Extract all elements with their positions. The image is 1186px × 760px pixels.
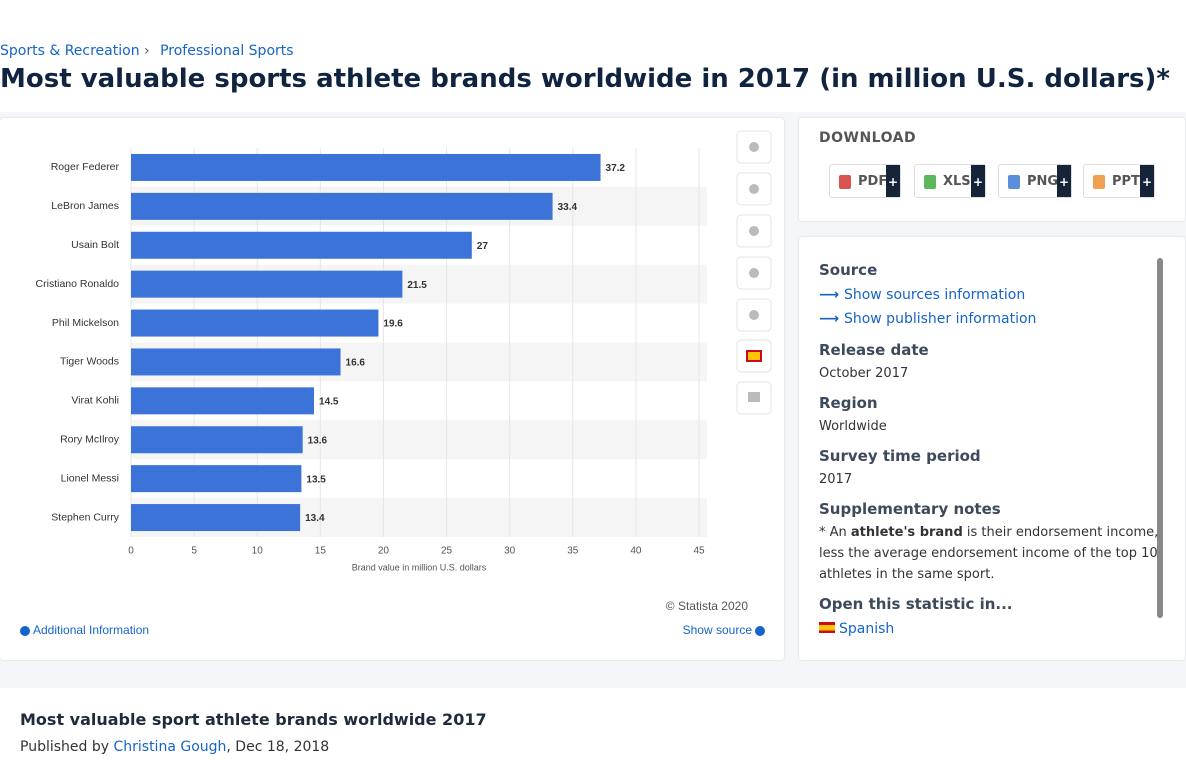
crumb[interactable]: Professional Sports bbox=[160, 43, 294, 59]
x-tick-label: 45 bbox=[693, 546, 705, 557]
crumb[interactable]: Sports & Recreation bbox=[0, 43, 150, 59]
bar bbox=[131, 231, 472, 259]
additional-info[interactable]: Additional Information bbox=[33, 623, 149, 637]
header: Sports & Recreation Professional Sports … bbox=[0, 0, 1186, 112]
note-text: is their endorsement income, less the av… bbox=[819, 525, 1159, 582]
x-axis-label: Brand value in million U.S. dollars bbox=[352, 562, 487, 572]
y-tick-label: Tiger Woods bbox=[60, 356, 119, 368]
bell-icon bbox=[749, 184, 759, 194]
byline: Published by Christina Gough, Dec 18, 20… bbox=[20, 739, 329, 755]
bar bbox=[131, 426, 303, 454]
scrollbar bbox=[1157, 258, 1163, 618]
info-icon bbox=[755, 626, 765, 636]
period-heading: Survey time period bbox=[819, 447, 981, 465]
y-tick-label: Virat Kohli bbox=[71, 395, 119, 407]
star-icon bbox=[749, 142, 759, 152]
value-label: 16.6 bbox=[346, 358, 366, 369]
language-link[interactable]: Spanish bbox=[819, 617, 1165, 641]
y-tick-label: Rory McIlroy bbox=[60, 434, 120, 446]
value-label: 21.5 bbox=[407, 280, 427, 291]
chart: 0 5 10 15 20 25 30 35 40 45 Brand value in million… bbox=[20, 130, 772, 637]
value-label: 37.2 bbox=[606, 163, 626, 174]
y-tick-label: Roger Federer bbox=[51, 161, 120, 173]
date: , Dec 18, 2018 bbox=[226, 739, 330, 755]
bar bbox=[131, 465, 302, 493]
info-card: Source Show sources information Show pub… bbox=[799, 237, 1185, 660]
region-heading: Region bbox=[819, 394, 878, 412]
region: Worldwide bbox=[819, 419, 887, 434]
value-label: 13.6 bbox=[308, 435, 328, 446]
y-tick-label: Lionel Messi bbox=[61, 472, 119, 484]
release-date: October 2017 bbox=[819, 366, 909, 381]
x-tick-label: 20 bbox=[378, 546, 390, 557]
period: 2017 bbox=[819, 472, 853, 487]
flag-icon bbox=[746, 350, 762, 362]
share-icon bbox=[749, 268, 759, 278]
chart-card: 0 5 10 15 20 25 30 35 40 45 Brand value in million… bbox=[0, 118, 784, 660]
x-tick-label: 30 bbox=[504, 546, 516, 557]
bar bbox=[131, 309, 379, 337]
info-icon bbox=[20, 626, 30, 636]
x-tick-label: 35 bbox=[567, 546, 579, 557]
value-label: 13.4 bbox=[305, 513, 325, 524]
release-heading: Release date bbox=[819, 341, 929, 359]
x-tick-label: 25 bbox=[441, 546, 453, 557]
quote-icon bbox=[749, 310, 759, 320]
bar bbox=[131, 504, 301, 532]
source-link[interactable]: Show sources information bbox=[819, 283, 1165, 307]
show-source[interactable]: Show source bbox=[683, 623, 753, 637]
note-text: * An bbox=[819, 525, 851, 540]
y-tick-label: Usain Bolt bbox=[71, 239, 119, 251]
download-png[interactable]: PNG bbox=[998, 164, 1072, 198]
published-by: Published by bbox=[20, 739, 110, 755]
notes: * An athlete's brand is their endorsemen… bbox=[819, 522, 1165, 585]
x-tick-label: 40 bbox=[630, 546, 642, 557]
value-label: 33.4 bbox=[558, 202, 578, 213]
credit: © Statista 2020 bbox=[666, 599, 749, 613]
print-icon bbox=[748, 392, 760, 402]
value-label: 14.5 bbox=[319, 396, 339, 407]
publisher-link[interactable]: Show publisher information bbox=[819, 307, 1165, 331]
download-ppt[interactable]: PPT bbox=[1083, 164, 1155, 198]
y-tick-label: Stephen Curry bbox=[51, 511, 119, 523]
footer: Most valuable sport athlete brands world… bbox=[0, 688, 1186, 760]
download-card: DOWNLOAD PDF XLS PNG PPT bbox=[799, 118, 1185, 221]
x-tick-label: 15 bbox=[315, 546, 327, 557]
download-xls[interactable]: XLS bbox=[914, 164, 986, 198]
y-tick-label: Phil Mickelson bbox=[52, 317, 119, 329]
footer-title: Most valuable sport athlete brands world… bbox=[20, 710, 487, 729]
y-tick-label: Cristiano Ronaldo bbox=[36, 278, 120, 290]
breadcrumb: Sports & Recreation Professional Sports bbox=[0, 43, 300, 59]
value-label: 13.5 bbox=[306, 474, 326, 485]
author[interactable]: Christina Gough bbox=[113, 739, 227, 755]
open-heading: Open this statistic in... bbox=[819, 595, 1013, 613]
toolbar bbox=[736, 130, 772, 415]
source-heading: Source bbox=[819, 261, 878, 279]
y-tick-label: LeBron James bbox=[51, 200, 119, 212]
bar bbox=[131, 270, 403, 298]
value-label: 19.6 bbox=[383, 319, 403, 330]
note-term: athlete's brand bbox=[850, 525, 963, 540]
bar bbox=[131, 387, 315, 415]
notes-heading: Supplementary notes bbox=[819, 500, 1001, 518]
x-tick-label: 0 bbox=[128, 546, 134, 557]
page-title: Most valuable sports athlete brands worl… bbox=[0, 64, 1170, 94]
download-pdf[interactable]: PDF bbox=[829, 164, 901, 198]
gear-icon bbox=[749, 226, 759, 236]
value-label: 27 bbox=[477, 241, 489, 252]
x-tick-label: 10 bbox=[252, 546, 264, 557]
bar bbox=[131, 192, 553, 220]
bar bbox=[131, 348, 341, 376]
bar bbox=[131, 153, 601, 181]
x-tick-label: 5 bbox=[191, 546, 197, 557]
download-heading: DOWNLOAD bbox=[819, 130, 917, 146]
